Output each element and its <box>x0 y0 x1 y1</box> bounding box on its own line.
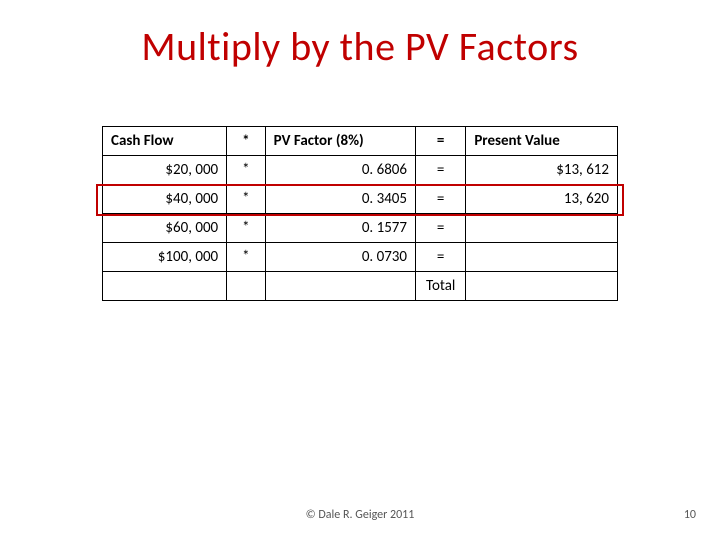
cell-present-value <box>466 243 618 272</box>
table-row: $20, 000 * 0. 6806 = $13, 612 <box>103 156 618 185</box>
cell-cash-flow: $100, 000 <box>103 243 227 272</box>
slide: Multiply by the PV Factors Cash Flow * P… <box>0 0 720 540</box>
cell-multiply: * <box>227 156 266 185</box>
table-header-row: Cash Flow * PV Factor (8%) = Present Val… <box>103 127 618 156</box>
cell-total-label: Total <box>416 272 466 301</box>
table-total-row: Total <box>103 272 618 301</box>
table-row: $40, 000 * 0. 3405 = 13, 620 <box>103 185 618 214</box>
pv-table-container: Cash Flow * PV Factor (8%) = Present Val… <box>102 126 618 301</box>
pv-table: Cash Flow * PV Factor (8%) = Present Val… <box>102 126 618 301</box>
table-row: $100, 000 * 0. 0730 = <box>103 243 618 272</box>
slide-number: 10 <box>684 508 696 522</box>
cell-present-value: 13, 620 <box>466 185 618 214</box>
cell-total-value <box>466 272 618 301</box>
cell-multiply: * <box>227 243 266 272</box>
cell-multiply: * <box>227 185 266 214</box>
cell-pv-factor: 0. 3405 <box>265 185 415 214</box>
cell-empty <box>227 272 266 301</box>
cell-present-value: $13, 612 <box>466 156 618 185</box>
cell-pv-factor: 0. 1577 <box>265 214 415 243</box>
cell-present-value <box>466 214 618 243</box>
header-cash-flow: Cash Flow <box>103 127 227 156</box>
cell-empty <box>265 272 415 301</box>
header-present-value: Present Value <box>466 127 618 156</box>
header-multiply: * <box>227 127 266 156</box>
cell-equals: = <box>416 243 466 272</box>
header-equals: = <box>416 127 466 156</box>
slide-title: Multiply by the PV Factors <box>0 22 720 71</box>
cell-multiply: * <box>227 214 266 243</box>
cell-cash-flow: $40, 000 <box>103 185 227 214</box>
table-row: $60, 000 * 0. 1577 = <box>103 214 618 243</box>
cell-cash-flow: $60, 000 <box>103 214 227 243</box>
cell-equals: = <box>416 156 466 185</box>
cell-pv-factor: 0. 6806 <box>265 156 415 185</box>
cell-pv-factor: 0. 0730 <box>265 243 415 272</box>
cell-equals: = <box>416 185 466 214</box>
copyright-text: © Dale R. Geiger 2011 <box>0 508 720 522</box>
header-pv-factor: PV Factor (8%) <box>265 127 415 156</box>
cell-empty <box>103 272 227 301</box>
cell-cash-flow: $20, 000 <box>103 156 227 185</box>
cell-equals: = <box>416 214 466 243</box>
